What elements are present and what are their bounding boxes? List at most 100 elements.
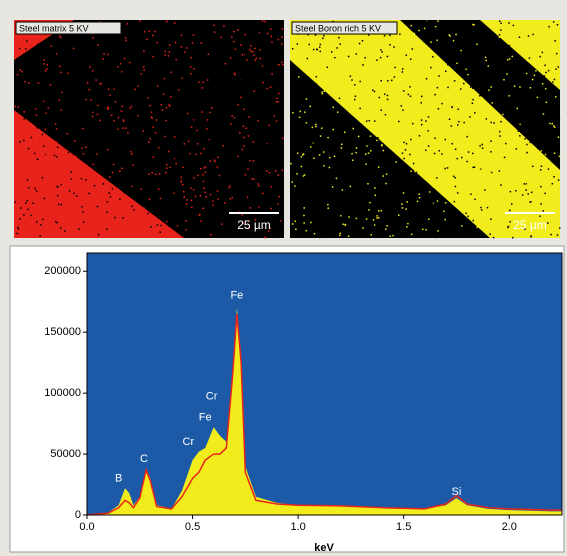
map-speck <box>60 183 62 186</box>
map-speck <box>56 70 59 72</box>
map-speck <box>195 153 197 156</box>
map-speck <box>466 135 468 138</box>
map-speck <box>349 185 352 188</box>
map-speck <box>93 184 96 187</box>
map-speck <box>332 128 334 131</box>
map-speck <box>125 125 127 128</box>
map-speck <box>343 157 346 160</box>
map-speck <box>339 232 342 235</box>
map-speck <box>555 119 558 122</box>
map-speck <box>381 144 383 146</box>
map-speck <box>421 228 424 231</box>
map-speck <box>92 37 94 39</box>
map-speck <box>479 95 481 97</box>
map-speck <box>447 86 449 89</box>
map-speck <box>185 203 188 205</box>
map-speck <box>321 127 323 129</box>
map-speck <box>387 109 389 112</box>
map-speck <box>456 157 459 160</box>
map-speck <box>173 212 176 215</box>
map-speck <box>440 127 442 129</box>
map-speck <box>114 50 116 53</box>
map-speck <box>158 108 160 111</box>
map-label: Steel Boron rich 5 KV <box>295 23 381 33</box>
map-speck <box>386 45 389 47</box>
map-speck <box>365 218 368 220</box>
map-speck <box>106 148 109 151</box>
map-speck <box>248 115 250 118</box>
map-speck <box>410 24 413 27</box>
map-speck <box>251 153 253 156</box>
map-speck <box>343 129 345 132</box>
map-speck <box>158 182 161 185</box>
map-speck <box>337 215 340 217</box>
map-speck <box>305 122 308 124</box>
map-speck <box>191 206 193 209</box>
map-speck <box>405 54 408 56</box>
map-speck <box>120 110 123 112</box>
y-tick-label: 50000 <box>50 448 81 460</box>
map-speck <box>213 126 215 128</box>
map-speck <box>554 189 556 191</box>
map-speck <box>364 203 366 205</box>
map-speck <box>149 137 152 140</box>
map-speck <box>317 122 319 125</box>
map-speck <box>114 92 116 95</box>
map-speck <box>120 102 123 104</box>
map-speck <box>190 126 193 128</box>
map-speck <box>190 26 192 29</box>
map-speck <box>14 153 16 156</box>
map-speck <box>490 218 492 220</box>
map-speck <box>492 236 495 239</box>
map-speck <box>60 109 63 111</box>
map-speck <box>389 235 391 238</box>
map-speck <box>188 107 190 110</box>
map-speck <box>432 158 434 160</box>
map-speck <box>484 35 486 38</box>
map-speck <box>553 125 555 127</box>
map-speck <box>139 20 141 22</box>
map-speck <box>261 20 264 22</box>
map-speck <box>355 222 357 224</box>
map-speck <box>90 99 92 101</box>
map-speck <box>554 40 556 42</box>
map-speck <box>334 110 336 112</box>
map-speck <box>373 90 376 93</box>
map-speck <box>312 48 315 51</box>
map-speck <box>249 228 252 230</box>
map-speck <box>342 223 344 225</box>
map-speck <box>511 229 514 232</box>
map-speck <box>356 65 359 67</box>
map-speck <box>409 86 411 88</box>
x-axis-label: keV <box>314 542 334 554</box>
map-speck <box>515 121 518 123</box>
map-speck <box>296 152 299 155</box>
map-speck <box>401 152 404 154</box>
map-speck <box>476 226 478 229</box>
map-speck <box>462 82 465 85</box>
map-speck <box>298 53 301 55</box>
map-speck <box>518 179 521 182</box>
map-speck <box>173 83 176 86</box>
map-speck <box>72 47 75 50</box>
map-speck <box>302 187 305 190</box>
map-speck <box>63 99 65 102</box>
map-speck <box>43 197 46 200</box>
map-speck <box>199 195 202 197</box>
map-speck <box>334 193 337 196</box>
map-speck <box>299 84 301 86</box>
map-speck <box>341 143 343 146</box>
map-speck <box>147 212 149 215</box>
map-speck <box>165 20 168 23</box>
map-speck <box>367 34 370 36</box>
map-speck <box>362 208 365 210</box>
map-speck <box>365 140 367 143</box>
map-speck <box>437 230 439 232</box>
map-speck <box>255 57 258 60</box>
map-speck <box>544 192 546 195</box>
map-speck <box>308 43 310 46</box>
map-speck <box>542 89 545 91</box>
map-speck <box>67 160 70 162</box>
map-speck <box>555 52 558 55</box>
map-speck <box>410 142 413 144</box>
